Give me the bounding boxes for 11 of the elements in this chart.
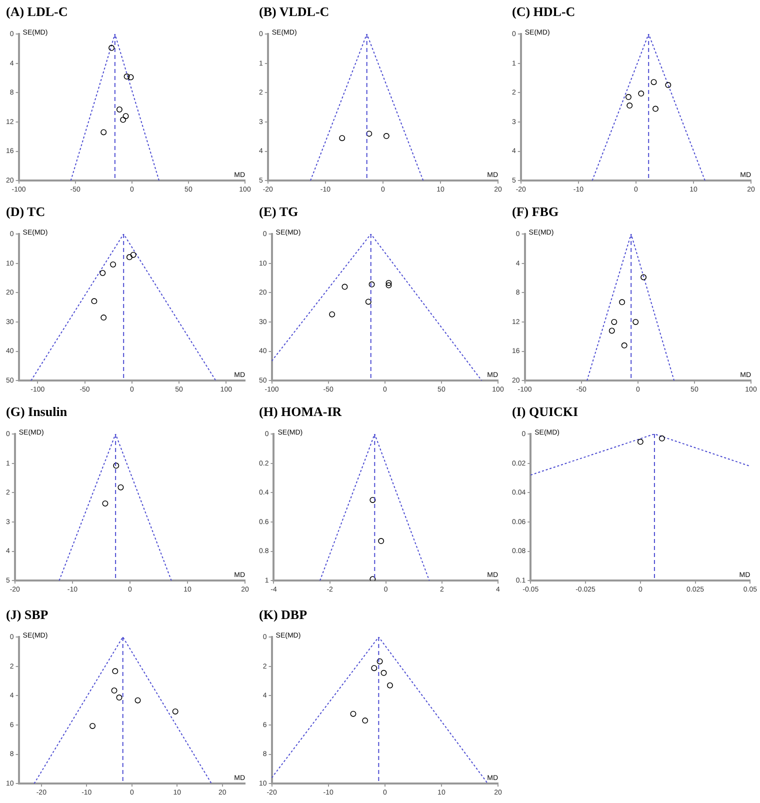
chart-title: (E) TG: [259, 204, 298, 219]
chart-title: (D) TC: [6, 204, 46, 219]
chart-title: (J) SBP: [6, 607, 48, 622]
chart-title: (F) FBG: [512, 204, 559, 219]
chart-title: (K) DBP: [259, 607, 308, 622]
chart-title: (G) Insulin: [6, 404, 68, 419]
chart-title: (H) HOMA-IR: [259, 404, 342, 419]
chart-title: (I) QUICKI: [512, 404, 578, 419]
chart-title: (C) HDL-C: [512, 4, 576, 19]
chart-title: (B) VLDL-C: [259, 4, 330, 19]
chart-title: (A) LDL-C: [6, 4, 68, 19]
